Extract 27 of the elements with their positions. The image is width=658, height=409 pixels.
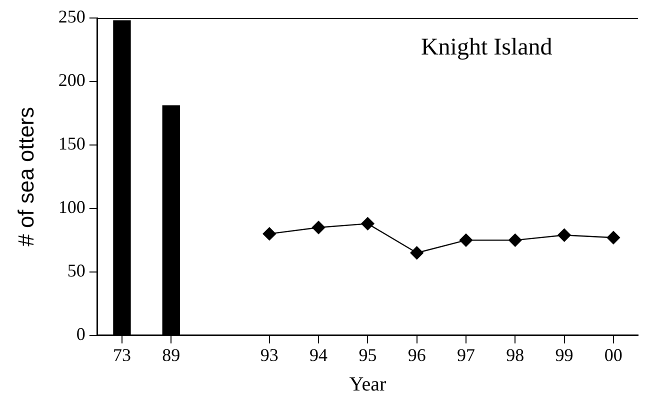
text: Knight Island bbox=[420, 34, 552, 60]
point bbox=[508, 234, 522, 247]
x-tick-label: 93 bbox=[260, 344, 278, 365]
point bbox=[606, 231, 620, 244]
x-tick-label: 89 bbox=[162, 344, 180, 365]
y-tick-label: 150 bbox=[58, 134, 86, 154]
x-tick-label: 97 bbox=[456, 344, 475, 365]
x-tick-label: 96 bbox=[408, 344, 426, 365]
x-axis-title: Year bbox=[349, 373, 386, 396]
point bbox=[262, 227, 276, 240]
point bbox=[361, 217, 374, 230]
y-tick-label: 250 bbox=[58, 6, 86, 27]
y-axis-title: # of sea otters bbox=[13, 106, 38, 246]
point bbox=[312, 220, 326, 234]
point bbox=[459, 234, 473, 247]
x-tick-label: 98 bbox=[506, 344, 524, 365]
y-tick-label: 0 bbox=[76, 324, 86, 344]
x-tick-label: 94 bbox=[310, 344, 328, 365]
x-tick-label: 95 bbox=[358, 344, 377, 365]
point bbox=[410, 246, 424, 260]
y-tick-label: 100 bbox=[58, 197, 86, 218]
y-tick-label: 50 bbox=[67, 260, 86, 281]
x-tick-label: 99 bbox=[555, 344, 574, 365]
x-tick-label: 00 bbox=[604, 344, 622, 365]
y-tick-label: 200 bbox=[58, 70, 86, 90]
point bbox=[558, 228, 571, 242]
x-tick-label: 73 bbox=[112, 344, 131, 365]
